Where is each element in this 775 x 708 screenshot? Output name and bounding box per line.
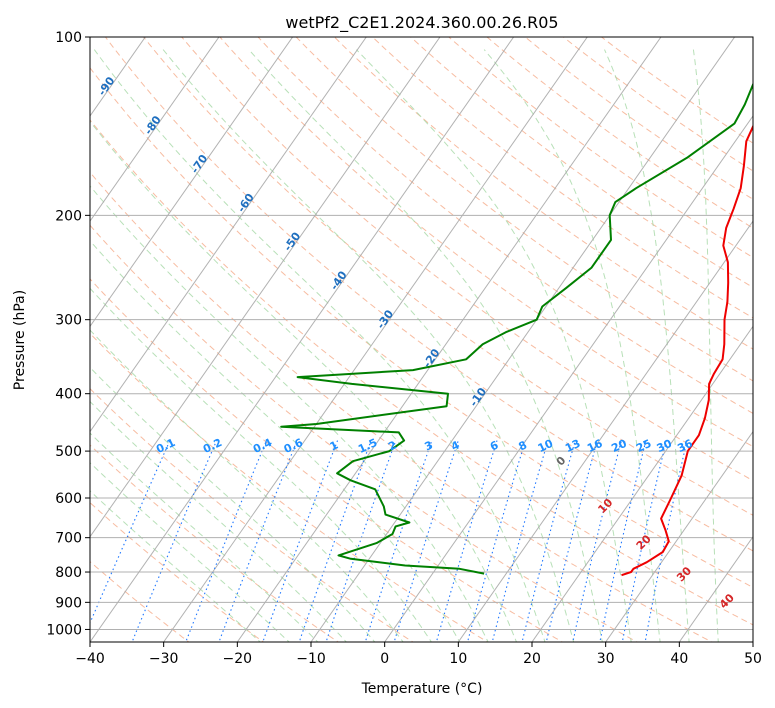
mixing-ratio-line [466, 440, 526, 642]
y-tick-label: 300 [55, 313, 82, 329]
dry-adiabat-line [409, 37, 753, 289]
moist-adiabat-line [90, 185, 489, 642]
mixing-ratio-line [325, 440, 397, 642]
mixing-ratio-line [218, 440, 298, 642]
y-tick-label: 400 [55, 387, 82, 403]
isotherm-line [0, 24, 7, 645]
mixing-ratio-line [262, 440, 339, 642]
isotherm-line [90, 37, 441, 538]
isotherm-line [90, 37, 515, 642]
mixing-ratio-label: 20 [609, 437, 629, 455]
mixing-ratio-label: 36 [675, 437, 695, 455]
profile-lines [280, 82, 753, 577]
x-tick-label: −30 [149, 651, 179, 667]
dry-adiabat-line [90, 67, 753, 588]
dry-adiabat-line [257, 37, 753, 414]
x-axis-label: Temperature (°C) [361, 681, 483, 697]
dry-adiabat-line [295, 37, 753, 382]
chart-title: wetPf2_C2E1.2024.360.00.26.R05 [285, 13, 558, 33]
mixing-ratio-line [435, 440, 498, 642]
temperature-profile-line [621, 124, 753, 577]
y-axis-label: Pressure (hPa) [12, 290, 28, 390]
pressure-gridlines [90, 37, 753, 630]
plot-frame [89, 36, 754, 643]
y-tick-label: 100 [55, 30, 82, 46]
x-tick-label: 10 [449, 651, 467, 667]
x-tick-label: 20 [523, 651, 541, 667]
isotherm-line [384, 115, 753, 642]
isotherm-line [236, 37, 662, 642]
dry-adiabat-line [371, 37, 753, 319]
y-tick-label: 1000 [46, 622, 82, 638]
mixing-ratio-line [393, 440, 459, 642]
isotherm-line [163, 37, 588, 642]
x-tick-label: 30 [597, 651, 615, 667]
dewpoint-profile-line [280, 82, 753, 575]
x-tick-label: 0 [380, 651, 389, 667]
y-tick-label: 200 [55, 208, 82, 224]
isotherm-line [531, 325, 753, 642]
plot-area [90, 37, 753, 642]
y-tick-label: 500 [55, 444, 82, 460]
isotherm-line [752, 641, 753, 642]
mixing-ratio-label: 13 [563, 437, 582, 455]
x-tick-label: 40 [670, 651, 688, 667]
mixing-ratio-label: 16 [585, 437, 605, 455]
isotherm-line [90, 37, 220, 223]
y-tick-label: 700 [55, 531, 82, 547]
x-tick-label: −20 [223, 651, 253, 667]
mixing-ratio-label: 10 [536, 437, 556, 455]
mixing-ratio-label: 30 [655, 437, 675, 455]
dry-adiabat-line [219, 37, 753, 448]
isotherm-line [605, 430, 753, 642]
x-tick-label: −40 [75, 651, 105, 667]
mixing-ratio-label: 25 [634, 437, 653, 455]
mixing-ratio-line [364, 440, 433, 642]
mixing-ratio-line [491, 440, 549, 642]
dry-adiabat-line [90, 171, 713, 642]
y-tick-label: 900 [55, 595, 82, 611]
x-tick-label: 50 [744, 651, 762, 667]
isotherm-line [90, 37, 294, 328]
moist-adiabat-line [90, 400, 347, 642]
x-tick-label: −10 [296, 651, 326, 667]
y-tick-label: 600 [55, 491, 82, 507]
moist-adiabat-line [90, 240, 461, 642]
isotherm-line [678, 535, 753, 642]
y-axis-ticks: 100 200 300 400 500 600 700 800 900 1000 [46, 30, 90, 638]
isotherm-line [457, 220, 753, 642]
y-tick-label: 800 [55, 565, 82, 581]
isotherm-line [90, 37, 367, 433]
x-axis-ticks: −40 −30 −20 −10 0 10 20 30 40 50 [75, 642, 762, 667]
